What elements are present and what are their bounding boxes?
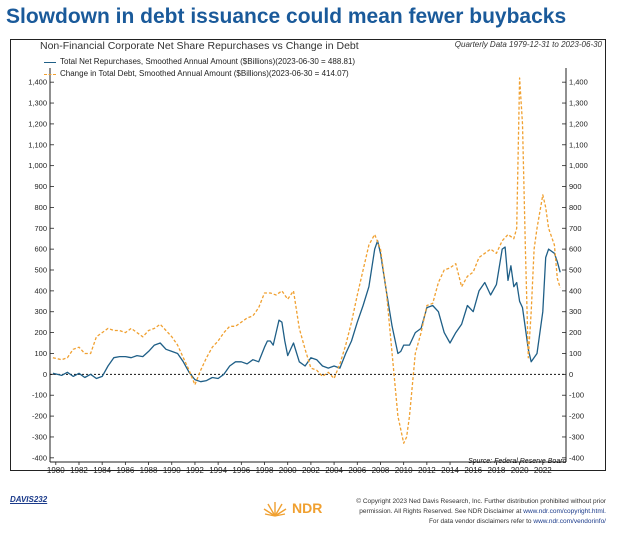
x-tick-label: 1982 [70,466,88,475]
y-tick-label-left: 1,200 [28,119,47,128]
ndr-logo: NDR [262,499,322,517]
y-tick-label-right: 800 [569,203,582,212]
y-tick-label-left: 900 [34,182,47,191]
y-tick-label-right: 1,400 [569,78,588,87]
x-tick-label: 2008 [372,466,390,475]
legend-entry-debt: Change in Total Debt, Smoothed Annual Am… [44,68,355,80]
y-tick-label-right: 1,300 [569,99,588,108]
x-tick-label: 2020 [511,466,529,475]
x-tick-label: 2022 [534,466,552,475]
chart-frame [10,39,606,471]
y-tick-label-right: 100 [569,349,582,358]
x-tick-label: 2018 [488,466,506,475]
copyright-line-3: For data vendor disclaimers refer to www… [356,517,606,527]
copyright-line-3-text: For data vendor disclaimers refer to [428,518,532,525]
y-tick-label-left: 100 [34,349,47,358]
y-tick-label-left: -400 [32,453,47,462]
copyright-line-2-text: permission. All Rights Reserved. See NDR… [359,508,522,515]
legend-entry-repurchases: Total Net Repurchases, Smoothed Annual A… [44,56,355,68]
y-tick-label-right: 600 [569,245,582,254]
legend-swatch-dashed [44,73,56,75]
copyright-block: © Copyright 2023 Ned Davis Research, Inc… [356,497,606,527]
y-tick-label-left: 1,400 [28,78,47,87]
copyright-link[interactable]: www.ndr.com/copyright.html. [523,508,606,515]
y-tick-label-left: 300 [34,307,47,316]
y-tick-label-left: 400 [34,286,47,295]
series-line-debt [52,77,561,444]
x-tick-label: 1984 [93,466,111,475]
y-tick-label-right: 1,000 [569,161,588,170]
chart-subtitle: Non-Financial Corporate Net Share Repurc… [40,40,359,52]
y-tick-label-left: 600 [34,245,47,254]
y-tick-label-right: 700 [569,224,582,233]
x-tick-label: 1994 [209,466,227,475]
x-tick-label: 2012 [418,466,436,475]
y-tick-label-left: 800 [34,203,47,212]
y-tick-label-left: 500 [34,266,47,275]
x-tick-label: 2000 [279,466,297,475]
y-tick-label-right: 300 [569,307,582,316]
chart-code-link[interactable]: DAVIS232 [10,495,48,504]
y-tick-label-left: -200 [32,412,47,421]
x-tick-label: 2010 [395,466,413,475]
x-tick-label: 2004 [325,466,343,475]
vendor-info-link[interactable]: www.ndr.com/vendorinfo/ [533,518,606,525]
y-tick-label-right: -400 [569,453,584,462]
y-tick-label-left: 1,000 [28,161,47,170]
headline: Slowdown in debt issuance could mean few… [6,5,567,28]
source-note: Source: Federal Reserve Board [468,458,567,465]
y-tick-label-right: 1,100 [569,140,588,149]
y-tick-label-left: 700 [34,224,47,233]
legend-swatch-solid [44,61,56,63]
copyright-line-2: permission. All Rights Reserved. See NDR… [356,507,606,517]
x-tick-label: 2016 [464,466,482,475]
y-tick-label-left: 1,100 [28,140,47,149]
y-tick-label-left: 1,300 [28,99,47,108]
y-tick-label-right: -200 [569,412,584,421]
x-tick-label: 1986 [116,466,134,475]
y-tick-label-left: -100 [32,391,47,400]
y-tick-label-right: 900 [569,182,582,191]
legend-label-repurchases: Total Net Repurchases, Smoothed Annual A… [60,57,356,66]
y-tick-label-right: 400 [569,286,582,295]
copyright-line-1: © Copyright 2023 Ned Davis Research, Inc… [356,498,606,505]
y-tick-label-right: 0 [569,370,573,379]
x-tick-label: 1998 [256,466,274,475]
x-tick-label: 2002 [302,466,320,475]
y-tick-label-left: -300 [32,432,47,441]
x-tick-label: 2014 [441,466,459,475]
y-tick-label-right: 1,200 [569,119,588,128]
y-tick-label-left: 200 [34,328,47,337]
date-range: Quarterly Data 1979-12-31 to 2023-06-30 [454,40,602,49]
x-tick-label: 1988 [140,466,158,475]
x-tick-label: 2006 [348,466,366,475]
x-tick-label: 1990 [163,466,181,475]
legend-label-debt: Change in Total Debt, Smoothed Annual Am… [60,69,349,78]
x-tick-label: 1992 [186,466,204,475]
y-tick-label-right: 500 [569,266,582,275]
series-line-repurchases [52,240,561,383]
y-tick-label-right: 200 [569,328,582,337]
y-tick-label-right: -300 [569,432,584,441]
ndr-logo-text: NDR [292,500,323,516]
x-tick-label: 1996 [232,466,250,475]
y-tick-label-right: -100 [569,391,584,400]
ndr-sunburst-icon [263,502,287,517]
x-tick-label: 1980 [47,466,65,475]
chart-legend: Total Net Repurchases, Smoothed Annual A… [44,56,355,80]
y-tick-label-left: 0 [43,370,47,379]
